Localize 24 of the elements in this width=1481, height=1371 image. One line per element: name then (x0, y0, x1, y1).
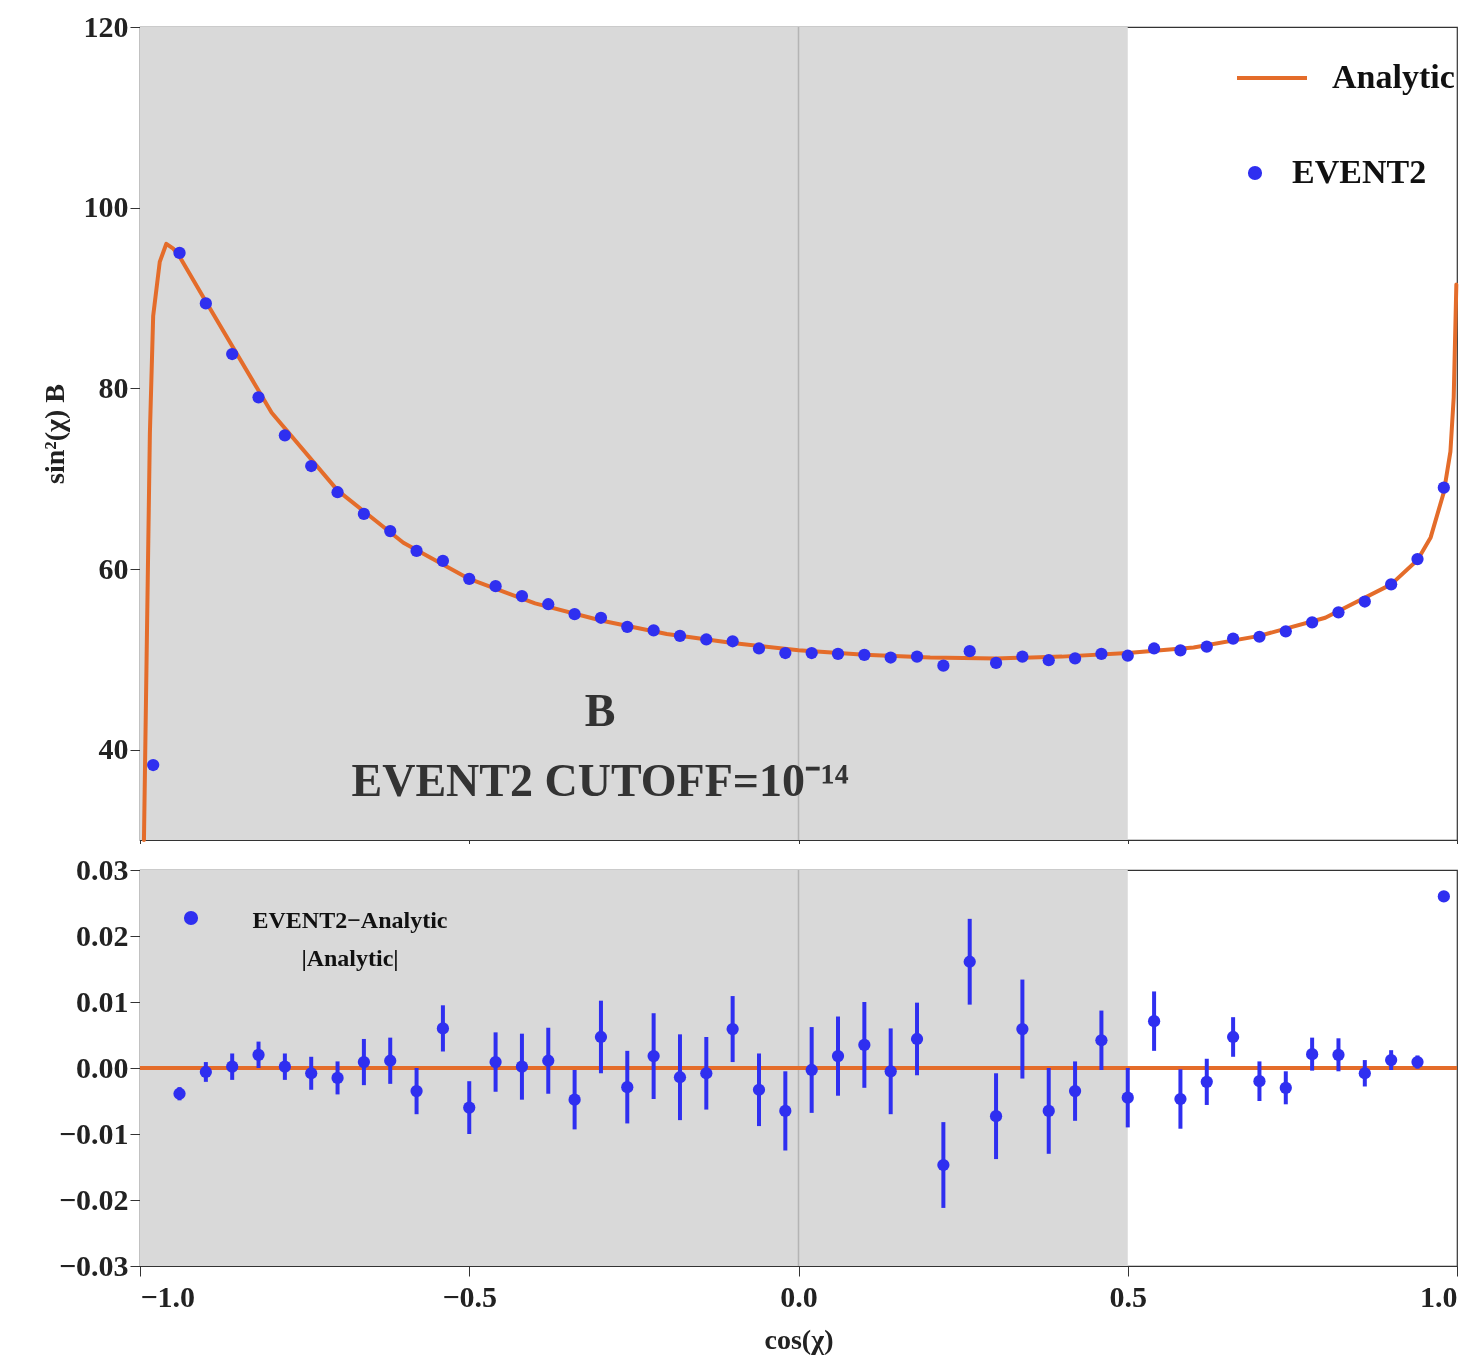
x-tick-label: −0.5 (442, 1279, 498, 1313)
annotation: EVENT2 CUTOFF=10⁻¹⁴ (351, 755, 849, 806)
x-tick-label: 0.0 (780, 1279, 818, 1313)
y-tick-label: 0.03 (76, 852, 129, 886)
y-tick-label: −0.01 (58, 1116, 129, 1150)
x-tick-label: −1.0 (140, 1279, 196, 1313)
y-tick-label: 120 (83, 9, 129, 43)
y-axis-title: sin²(χ) B (38, 384, 70, 484)
y-tick-label: −0.03 (58, 1248, 129, 1282)
y-tick-label: −0.02 (58, 1182, 129, 1216)
x-tick-label: 1.0 (1420, 1279, 1458, 1313)
y-tick-label: 60 (98, 551, 129, 585)
y-tick-label: 40 (98, 732, 129, 766)
legend-label: Analytic (1332, 58, 1455, 95)
annotation: B (584, 685, 616, 736)
y-tick-label: 80 (98, 370, 129, 404)
x-axis-title: cos(χ) (764, 1323, 834, 1355)
legend-label: EVENT2 (1292, 153, 1427, 190)
legend-label: EVENT2−Analytic |Analytic| (252, 907, 448, 971)
y-tick-label: 0.00 (76, 1050, 129, 1084)
y-tick-label: 0.02 (76, 918, 129, 952)
x-tick-label: 0.5 (1109, 1279, 1147, 1313)
y-tick-label: 0.01 (76, 984, 129, 1018)
y-tick-label: 100 (83, 190, 129, 224)
